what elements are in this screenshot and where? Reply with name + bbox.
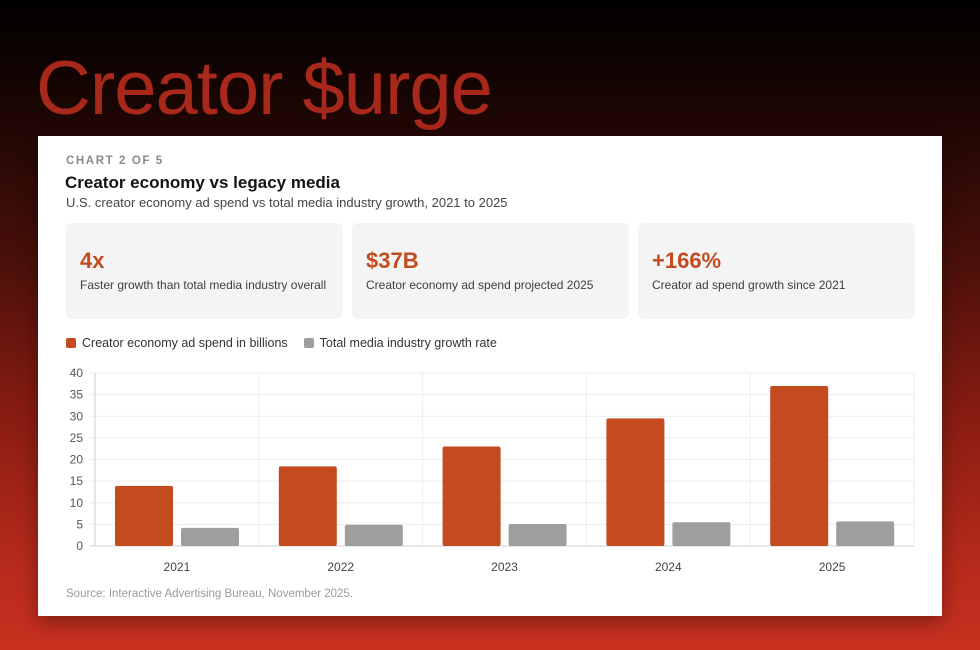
chart-card: CHART 2 OF 5 Creator economy vs legacy m… [38, 136, 942, 616]
stat-label: Creator ad spend growth since 2021 [652, 278, 846, 292]
bar-creator-spend [115, 485, 173, 546]
bar-creator-spend [442, 446, 501, 546]
bar-creator-spend [606, 418, 665, 546]
bar-media-growth [672, 522, 731, 546]
chart-source: Source: Interactive Advertising Bureau, … [66, 588, 354, 600]
bar-media-growth [836, 521, 895, 546]
chart-title: Creator economy vs legacy media [65, 173, 340, 192]
x-tick-label: 2021 [164, 560, 191, 574]
stat-card-growth-percent: +166% Creator ad spend growth since 2021 [638, 223, 915, 319]
page-headline: Creator $urge [36, 46, 493, 131]
stat-value: $37B [366, 248, 419, 273]
stat-value: 4x [80, 248, 105, 273]
y-tick-label: 20 [70, 453, 84, 467]
legend-label-media: Total media industry growth rate [319, 336, 497, 350]
y-tick-label: 30 [70, 409, 84, 423]
stat-card-ad-spend: $37B Creator economy ad spend projected … [352, 223, 629, 319]
x-tick-label: 2025 [819, 560, 846, 574]
bar-media-growth [181, 527, 239, 546]
y-tick-label: 10 [70, 496, 84, 510]
x-tick-label: 2024 [655, 560, 682, 574]
legend-item-creator[interactable]: Creator economy ad spend in billions [66, 336, 288, 350]
stat-value: +166% [652, 248, 722, 273]
legend-item-media[interactable]: Total media industry growth rate [303, 336, 497, 350]
x-tick-label: 2022 [327, 560, 354, 574]
bar-creator-spend [278, 466, 337, 546]
y-tick-label: 0 [76, 539, 83, 553]
chart-legend: Creator economy ad spend in billions Tot… [66, 336, 513, 350]
chart-eyebrow: CHART 2 OF 5 [66, 155, 164, 167]
legend-swatch-creator [66, 338, 76, 348]
y-tick-label: 5 [76, 517, 83, 531]
bar-media-growth [508, 523, 567, 546]
x-tick-label: 2023 [491, 560, 518, 574]
legend-swatch-media [303, 338, 314, 348]
y-tick-label: 40 [70, 366, 84, 380]
legend-label-creator: Creator economy ad spend in billions [82, 336, 288, 350]
y-tick-label: 35 [70, 388, 84, 402]
stat-label: Faster growth than total media industry … [80, 278, 327, 292]
bar-creator-spend [770, 385, 829, 546]
bar-media-growth [344, 524, 403, 546]
stat-label: Creator economy ad spend projected 2025 [366, 278, 594, 292]
chart-subtitle: U.S. creator economy ad spend vs total m… [66, 195, 508, 210]
stat-card-growth-multiple: 4x Faster growth than total media indust… [66, 223, 343, 319]
y-tick-label: 25 [70, 431, 84, 445]
y-tick-label: 15 [70, 474, 84, 488]
